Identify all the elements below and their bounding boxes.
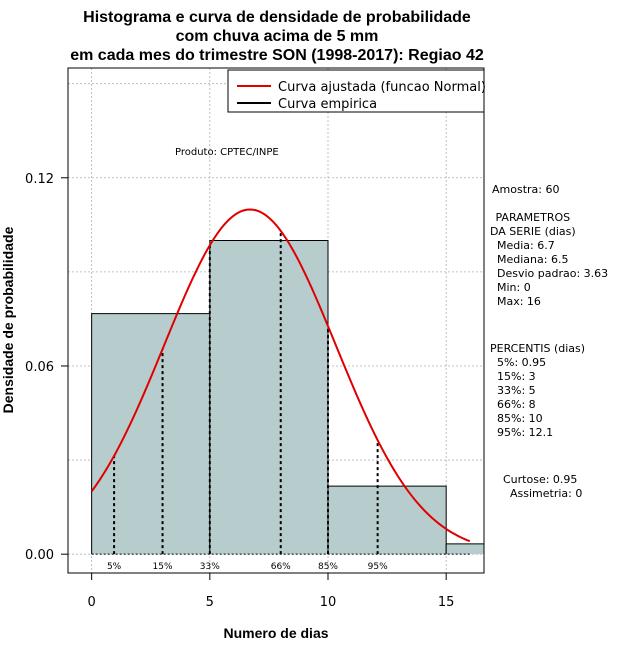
y-tick-label-1: 0.06 xyxy=(25,360,54,375)
percentile-label-0: 5% xyxy=(107,562,122,572)
stat-mean: Media: 6.7 xyxy=(490,239,555,252)
axes: 0 5 10 15 0.00 0.06 0.12 xyxy=(25,67,485,610)
y-tick-label-0: 0.00 xyxy=(25,548,54,563)
normal-curve xyxy=(90,208,471,543)
x-axis-label: Numero de dias xyxy=(223,625,328,641)
histogram-bar-2 xyxy=(328,486,447,555)
percentile-lines: 5% 15% 33% 66% 85% 95% xyxy=(91,230,470,572)
legend: Curva ajustada (funcao Normal) Curva emp… xyxy=(227,69,486,113)
stat-p85: 85%: 10 xyxy=(490,412,543,425)
percentile-label-3: 66% xyxy=(271,562,291,572)
histogram-bars xyxy=(91,240,484,555)
stat-kurtosis: Curtose: 0.95 xyxy=(503,473,577,486)
x-tick-label-1: 5 xyxy=(206,595,214,610)
stat-percentiles-heading: PERCENTIS (dias) xyxy=(490,342,585,355)
histogram-bar-1 xyxy=(209,240,328,555)
percentile-label-5: 95% xyxy=(368,562,388,572)
product-annotation: Produto: CPTEC/INPE xyxy=(175,147,279,158)
chart-title-line-1: Histograma e curva de densidade de proba… xyxy=(83,9,471,26)
stat-std: Desvio padrao: 3.63 xyxy=(490,267,608,280)
stat-p33: 33%: 5 xyxy=(490,384,536,397)
y-tick-label-2: 0.12 xyxy=(25,172,54,187)
stat-max: Max: 16 xyxy=(490,295,541,308)
x-tick-label-3: 15 xyxy=(438,595,455,610)
percentile-label-1: 15% xyxy=(153,562,173,572)
stat-params-subheading: DA SERIE (dias) xyxy=(490,225,576,238)
legend-label-fit: Curva ajustada (funcao Normal) xyxy=(278,80,486,95)
stat-params-heading: PARAMETROS xyxy=(492,211,570,224)
y-axis-label: Densidade de probabilidade xyxy=(0,226,16,413)
stat-p5: 5%: 0.95 xyxy=(490,356,546,369)
legend-box xyxy=(227,69,485,113)
x-tick-label-0: 0 xyxy=(87,595,95,610)
normal-curve-layer xyxy=(90,208,471,543)
stat-median: Mediana: 6.5 xyxy=(490,253,568,266)
legend-label-empirical: Curva empirica xyxy=(278,97,377,112)
chart-title-line-2: com chuva acima de 5 mm xyxy=(176,28,379,45)
histogram-bar-outline-3 xyxy=(445,543,484,555)
histogram-bar-3 xyxy=(446,543,484,555)
stat-p66: 66%: 8 xyxy=(490,398,536,411)
x-tick-label-2: 10 xyxy=(320,595,337,610)
histogram-bar-0 xyxy=(91,313,210,555)
percentile-label-4: 85% xyxy=(318,562,338,572)
stat-p95: 95%: 12.1 xyxy=(490,426,553,439)
stat-sample: Amostra: 60 xyxy=(492,183,559,196)
chart-title-line-3: em cada mes do trimestre SON (1998-2017)… xyxy=(70,47,484,64)
plot-frame xyxy=(67,67,485,574)
stat-min: Min: 0 xyxy=(490,281,531,294)
histogram-bar-outline-2 xyxy=(327,485,447,555)
percentile-label-2: 33% xyxy=(200,562,220,572)
statistics-panel: Amostra: 60 PARAMETROS DA SERIE (dias) M… xyxy=(490,183,608,500)
stat-p15: 15%: 3 xyxy=(490,370,536,383)
stat-skewness: Assimetria: 0 xyxy=(503,487,582,500)
